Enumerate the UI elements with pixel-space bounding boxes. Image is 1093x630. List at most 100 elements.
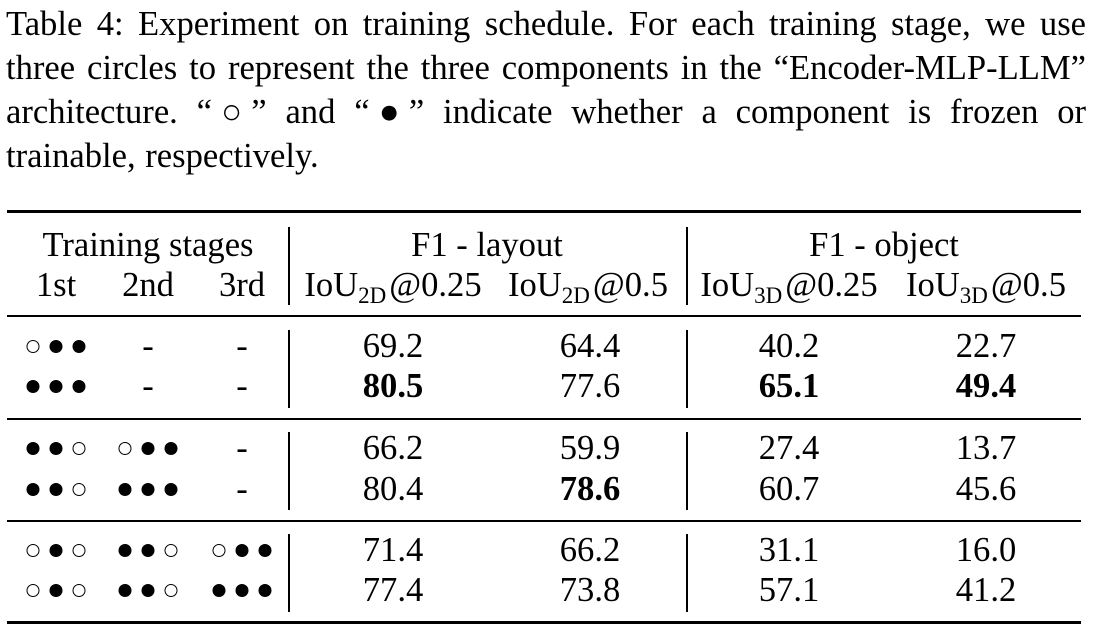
group-rule-2: [7, 520, 1081, 522]
trainable-circle: [118, 583, 132, 597]
trainable-circle: [164, 441, 178, 455]
separator-layout-object: [686, 432, 688, 510]
f1-layout-header: F1 - layout: [411, 226, 563, 264]
value-cell: 80.5: [362, 367, 424, 405]
trainable-circle: [49, 379, 63, 393]
header-rule: [7, 315, 1081, 317]
value-cell: 22.7: [955, 327, 1017, 365]
table-row: - 80.4 78.6 60.7 45.6: [0, 469, 1093, 509]
layout-iou-05-header: IoU2D@0.5: [508, 266, 668, 308]
stage-cell: [118, 570, 178, 610]
layout-iou-025-header: IoU2D@0.25: [304, 266, 482, 308]
bottom-rule: [7, 621, 1081, 624]
trainable-circle: [164, 482, 178, 496]
trainable-circle: [49, 482, 63, 496]
trainable-circle: [235, 543, 249, 557]
stage-cell: -: [236, 367, 248, 405]
value-cell: 41.2: [955, 571, 1017, 609]
stage-1st-header: 1st: [35, 266, 77, 304]
table-row: 77.4 73.8 57.1 41.2: [0, 570, 1093, 610]
trainable-circle: [118, 543, 132, 557]
stage-cell: [118, 530, 178, 570]
value-cell: 71.4: [362, 531, 424, 569]
trainable-circle: [26, 441, 40, 455]
frozen-circle: [72, 441, 86, 455]
value-cell: 40.2: [758, 327, 820, 365]
separator-stages-layout: [288, 432, 290, 510]
frozen-circle: [26, 583, 40, 597]
value-cell: 77.4: [362, 571, 424, 609]
frozen-circle: [72, 543, 86, 557]
stage-cell: [26, 530, 86, 570]
trainable-circle: [72, 339, 86, 353]
stage-cell: [26, 326, 86, 366]
table-row: - 66.2 59.9 27.4 13.7: [0, 428, 1093, 468]
separator-layout-object: [686, 330, 688, 408]
training-stages-header: Training stages: [42, 226, 254, 264]
trainable-circle: [258, 543, 272, 557]
stage-cell: [212, 570, 272, 610]
trainable-circle: [235, 583, 249, 597]
stage-cell: [26, 570, 86, 610]
trainable-circle: [49, 543, 63, 557]
value-cell: 60.7: [758, 470, 820, 508]
value-cell: 45.6: [955, 470, 1017, 508]
separator-layout-object: [686, 534, 688, 612]
stage-cell: -: [142, 327, 154, 365]
stage-cell: [26, 366, 86, 406]
value-cell: 31.1: [758, 531, 820, 569]
trainable-circle: [141, 543, 155, 557]
stage-cell: [26, 469, 86, 509]
table-row: - - 69.2 64.4 40.2 22.7: [0, 326, 1093, 366]
stage-cell: -: [236, 429, 248, 467]
frozen-circle: [26, 543, 40, 557]
value-cell: 78.6: [559, 470, 621, 508]
stage-cell: -: [142, 367, 154, 405]
stage-cell: [212, 530, 272, 570]
frozen-circle: [26, 339, 40, 353]
object-iou-025-header: IoU3D@0.25: [700, 266, 878, 308]
stage-cell: -: [236, 470, 248, 508]
table-row: - - 80.5 77.6 65.1 49.4: [0, 366, 1093, 406]
value-cell: 13.7: [955, 429, 1017, 467]
value-cell: 66.2: [559, 531, 621, 569]
value-cell: 80.4: [362, 470, 424, 508]
separator-layout-object: [686, 227, 688, 305]
trainable-circle: [72, 379, 86, 393]
value-cell: 69.2: [362, 327, 424, 365]
f1-object-header: F1 - object: [809, 226, 959, 264]
trainable-circle: [258, 583, 272, 597]
group-rule-1: [7, 418, 1081, 420]
trainable-circle: [49, 583, 63, 597]
value-cell: 27.4: [758, 429, 820, 467]
trainable-circle: [141, 482, 155, 496]
trainable-circle: [141, 583, 155, 597]
separator-stages-layout: [288, 330, 290, 408]
stage-cell: -: [236, 327, 248, 365]
frozen-circle: [118, 441, 132, 455]
table-row: 71.4 66.2 31.1 16.0: [0, 530, 1093, 570]
stage-2nd-header: 2nd: [122, 266, 174, 304]
trainable-circle: [26, 379, 40, 393]
stage-cell: [118, 428, 178, 468]
stage-3rd-header: 3rd: [218, 266, 266, 304]
stage-cell: [118, 469, 178, 509]
trainable-circle: [118, 482, 132, 496]
value-cell: 64.4: [559, 327, 621, 365]
value-cell: 65.1: [758, 367, 820, 405]
value-cell: 59.9: [559, 429, 621, 467]
frozen-circle: [212, 543, 226, 557]
trainable-circle: [212, 583, 226, 597]
object-iou-05-header: IoU3D@0.5: [906, 266, 1066, 308]
separator-stages-layout: [288, 534, 290, 612]
top-rule: [7, 210, 1081, 213]
value-cell: 16.0: [955, 531, 1017, 569]
frozen-circle: [72, 482, 86, 496]
trainable-circle: [49, 441, 63, 455]
frozen-circle: [72, 583, 86, 597]
trainable-circle: [26, 482, 40, 496]
frozen-circle: [164, 583, 178, 597]
table-caption: Table 4: Experiment on training schedule…: [6, 5, 1086, 175]
value-cell: 77.6: [559, 367, 621, 405]
value-cell: 57.1: [758, 571, 820, 609]
